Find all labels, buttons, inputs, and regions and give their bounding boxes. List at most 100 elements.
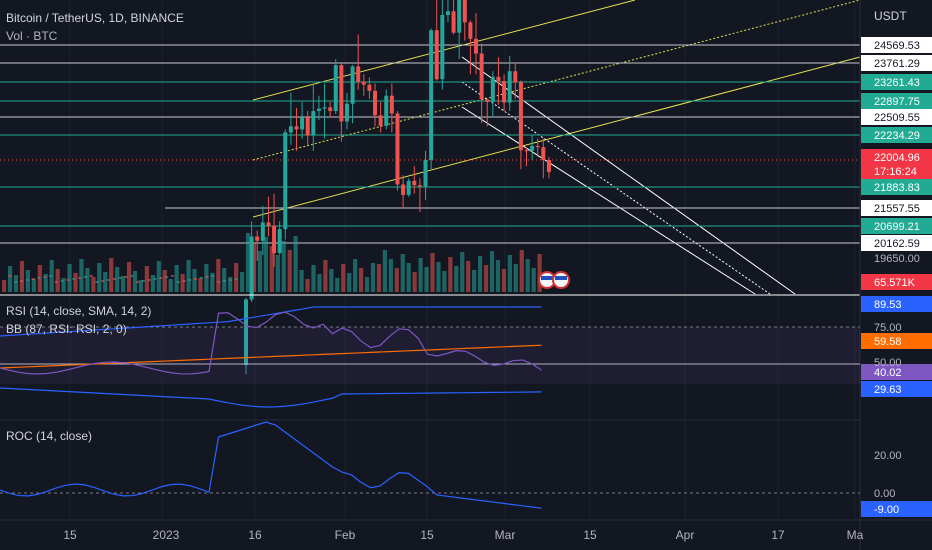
time-axis[interactable]: 15 2023 16 Feb 15 Mar 15 Apr 17 Ma: [63, 528, 863, 542]
candle-body[interactable]: [322, 107, 327, 109]
price-tag[interactable]: [861, 200, 932, 216]
candle-body[interactable]: [417, 185, 422, 187]
price-tag[interactable]: [861, 109, 932, 125]
candle-body: [31, 278, 35, 280]
candle-body[interactable]: [496, 76, 501, 82]
candle-body[interactable]: [389, 95, 394, 114]
price-tag[interactable]: [861, 235, 932, 251]
candle-body[interactable]: [356, 66, 361, 82]
candle-body[interactable]: [305, 117, 310, 136]
candle-body[interactable]: [468, 22, 473, 39]
candle-body[interactable]: [457, 0, 462, 33]
volume-bar: [412, 272, 417, 292]
candle-body[interactable]: [266, 222, 271, 226]
candle-body[interactable]: [485, 99, 490, 102]
volume-label[interactable]: Vol · BTC: [6, 29, 58, 43]
candle-body[interactable]: [316, 108, 321, 112]
volume-bar: [138, 280, 144, 292]
volume-bar: [55, 269, 60, 292]
candle-body[interactable]: [401, 184, 406, 195]
candle-body[interactable]: [344, 103, 349, 122]
candle-body[interactable]: [300, 117, 305, 130]
candle-body[interactable]: [272, 225, 277, 254]
roc-panel[interactable]: [0, 421, 860, 509]
rsi-title[interactable]: RSI (14, close, SMA, 14, 2): [6, 304, 152, 318]
candle-body[interactable]: [255, 236, 260, 241]
candle-body[interactable]: [311, 111, 316, 136]
candle-body[interactable]: [546, 160, 551, 172]
rsi-band-fill: [0, 327, 860, 384]
candle-body[interactable]: [530, 145, 535, 151]
candle-body: [141, 280, 145, 282]
candle-body[interactable]: [260, 222, 265, 241]
candle-body[interactable]: [440, 14, 445, 80]
us-event-icons[interactable]: [538, 271, 570, 289]
candle-body[interactable]: [423, 160, 428, 187]
candle-body: [182, 280, 186, 282]
rsi-tag-lower[interactable]: [861, 381, 932, 397]
candle-body[interactable]: [507, 71, 512, 103]
candle-body[interactable]: [406, 180, 411, 195]
currency-label[interactable]: USDT: [874, 9, 907, 23]
channel-mid-line[interactable]: [252, 0, 861, 161]
bb-title[interactable]: BB (87, RSI: RSI, 2, 0): [6, 322, 127, 336]
price-axis[interactable]: 24569.53 23761.29 23261.43 22897.75 22509.55…: [861, 37, 932, 517]
candle-body[interactable]: [244, 299, 248, 366]
candle-body[interactable]: [328, 107, 333, 112]
price-tag[interactable]: [861, 179, 932, 195]
current-price-tag[interactable]: [861, 149, 932, 179]
candle-body[interactable]: [541, 147, 546, 160]
down-channel-upper-line[interactable]: [461, 56, 796, 295]
candle-body[interactable]: [462, 0, 467, 23]
candle-body[interactable]: [277, 229, 282, 254]
price-tag[interactable]: [861, 74, 932, 90]
candle-body[interactable]: [283, 132, 288, 230]
candle-body[interactable]: [384, 95, 389, 126]
candle-body[interactable]: [412, 180, 417, 186]
down-channel-lower-line[interactable]: [461, 106, 756, 295]
candle-body[interactable]: [502, 81, 507, 103]
price-tag[interactable]: [861, 93, 932, 109]
price-tag[interactable]: [861, 37, 932, 53]
volume-bar: [406, 263, 411, 292]
volume-bar: [448, 257, 453, 292]
candle-body[interactable]: [361, 81, 366, 85]
rsi-tag-sma[interactable]: [861, 333, 932, 349]
price-tag[interactable]: [861, 55, 932, 71]
rsi-tag-rsi[interactable]: [861, 364, 932, 380]
symbol-title[interactable]: Bitcoin / TetherUS, 1D, BINANCE: [6, 11, 184, 25]
candle-body[interactable]: [333, 65, 338, 112]
candle-body[interactable]: [451, 11, 456, 33]
candle-body[interactable]: [294, 126, 299, 130]
volume-bar: [269, 246, 274, 292]
candle-body[interactable]: [518, 82, 523, 151]
candle-body[interactable]: [445, 11, 450, 15]
candle-body[interactable]: [288, 126, 293, 133]
candle-body[interactable]: [524, 150, 529, 152]
candle-body[interactable]: [474, 38, 479, 54]
rsi-panel[interactable]: [0, 306, 860, 408]
candle-body[interactable]: [535, 145, 540, 148]
candle-body[interactable]: [378, 115, 383, 126]
price-tag[interactable]: [861, 218, 932, 234]
volume-tag[interactable]: [861, 274, 932, 290]
price-tag[interactable]: [861, 127, 932, 143]
candle-body[interactable]: [490, 76, 495, 102]
candle-body[interactable]: [350, 66, 355, 104]
volume-bar: [335, 278, 340, 292]
rsi-tag-upper[interactable]: [861, 296, 932, 312]
volume-bar: [174, 265, 179, 292]
candle-body[interactable]: [429, 30, 434, 161]
candle-body[interactable]: [367, 84, 372, 91]
candle-body[interactable]: [513, 71, 518, 83]
roc-tag[interactable]: [861, 501, 932, 517]
candle-body[interactable]: [249, 236, 254, 300]
candle-body[interactable]: [479, 53, 484, 100]
candle-body[interactable]: [434, 30, 439, 80]
candle-body[interactable]: [339, 65, 344, 122]
roc-title[interactable]: ROC (14, close): [6, 429, 93, 443]
candle-body[interactable]: [373, 90, 378, 116]
candle-body[interactable]: [395, 113, 400, 185]
channel-lower-line[interactable]: [252, 56, 861, 218]
